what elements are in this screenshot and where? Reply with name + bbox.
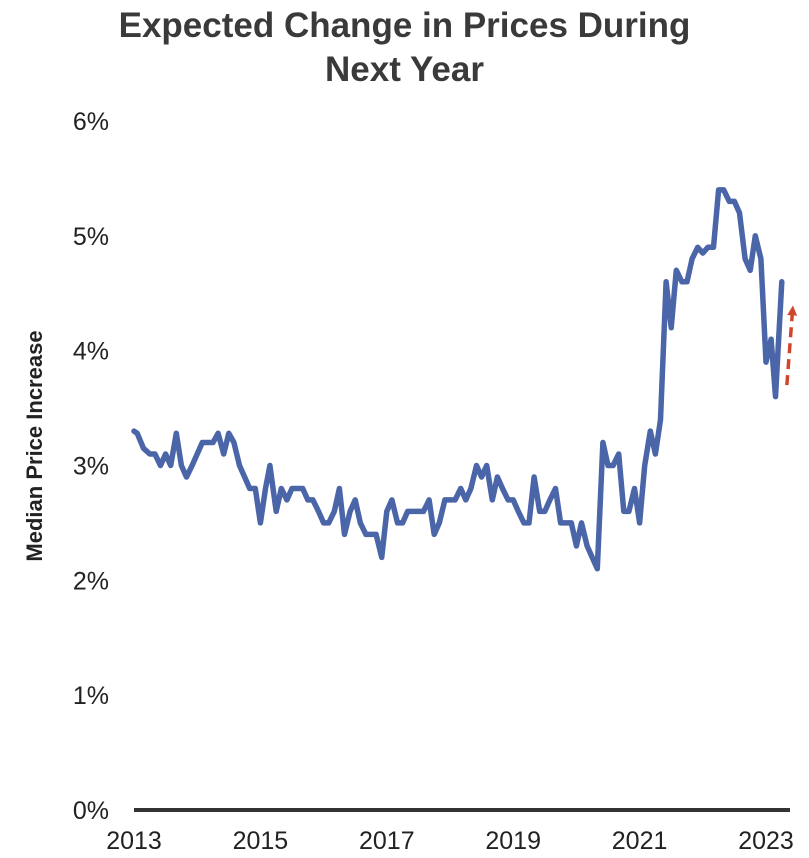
x-tick-labels: 2013 2015 2017 2019 2021 2023 xyxy=(106,827,794,855)
y-tick-label: 5% xyxy=(73,223,109,251)
x-tick-label: 2023 xyxy=(738,827,794,855)
series-group xyxy=(131,187,785,572)
x-tick-label: 2021 xyxy=(612,827,668,855)
y-tick-label: 6% xyxy=(73,108,109,136)
y-tick-label: 3% xyxy=(73,453,109,481)
y-tick-label: 2% xyxy=(73,567,109,595)
x-tick-label: 2017 xyxy=(359,827,415,855)
trend-arrow xyxy=(785,305,798,386)
series-line xyxy=(131,187,785,572)
y-tick-label: 1% xyxy=(73,682,109,710)
y-axis-label: Median Price Increase xyxy=(22,330,47,561)
y-tick-label: 4% xyxy=(73,338,109,366)
chart-title: Expected Change in Prices During Next Ye… xyxy=(0,4,809,92)
chart-title-line-2: Next Year xyxy=(325,50,484,89)
chart-title-line-1: Expected Change in Prices During xyxy=(118,6,691,45)
y-tick-labels: 0% 1% 2% 3% 4% 5% 6% xyxy=(73,108,109,825)
x-tick-label: 2015 xyxy=(233,827,289,855)
x-tick-label: 2019 xyxy=(485,827,541,855)
x-tick-label: 2013 xyxy=(106,827,162,855)
y-tick-label: 0% xyxy=(73,797,109,825)
